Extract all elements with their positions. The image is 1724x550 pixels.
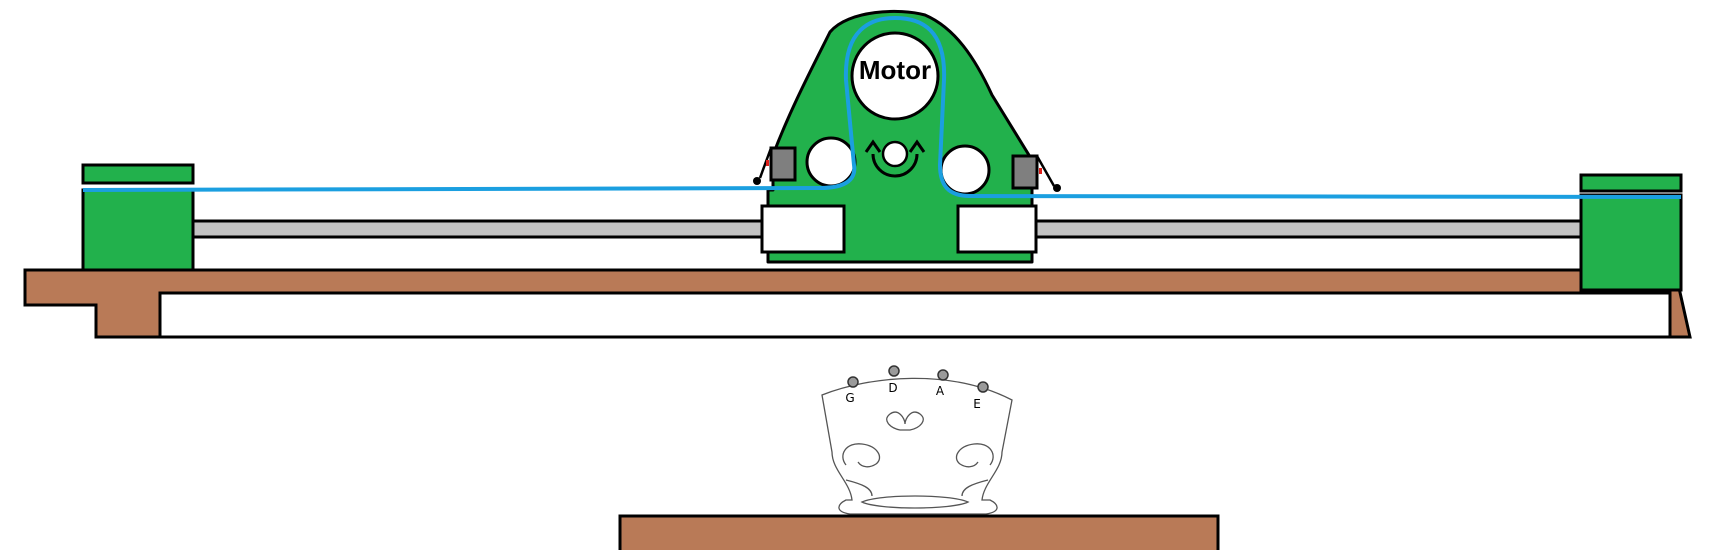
- sensor-block-right: [1011, 154, 1039, 190]
- string-pin-d: [888, 365, 900, 377]
- violin-bridge: [821, 377, 1013, 515]
- slide-block-right: [956, 204, 1038, 254]
- carriage-body: [766, 9, 1034, 264]
- left-end-block: [81, 188, 195, 272]
- bridge-foot: [860, 495, 970, 509]
- sensor-lever-left: [758, 147, 773, 179]
- bridge-waist-right: [961, 479, 989, 497]
- rotation-arrow-right-icon: [908, 139, 926, 153]
- string-pin-e: [977, 381, 989, 393]
- motor-pulley: [850, 31, 940, 121]
- sensor-lever-right: [1035, 155, 1056, 187]
- center-pulley: [881, 140, 909, 168]
- string-label-a: A: [936, 384, 945, 398]
- bridge-heart: [886, 411, 924, 431]
- bridge-kidney-left: [842, 443, 881, 468]
- bridge-outline: [821, 377, 1013, 515]
- slide-block-left: [760, 204, 846, 254]
- rotation-arrow-left-icon: [864, 139, 882, 153]
- bridge-kidney-right: [955, 443, 994, 468]
- rotation-arrow-icon: [871, 153, 919, 178]
- left-end-block-cap: [81, 163, 195, 185]
- string-label-d: D: [888, 381, 897, 395]
- base-cutout: [158, 291, 1672, 339]
- right-end-block-cap: [1579, 173, 1683, 193]
- bottom-wood-block: [618, 514, 1220, 550]
- string-label-g: G: [845, 391, 854, 405]
- string-pin-a: [937, 369, 949, 381]
- belt-left-run: [82, 186, 821, 192]
- sensor-tip-left: [766, 160, 769, 166]
- bridge-waist-left: [845, 479, 873, 497]
- belt-loop: [819, 15, 971, 198]
- idler-pulley-left: [805, 136, 857, 188]
- belt-right-run: [969, 194, 1682, 199]
- string-pin-g: [847, 376, 859, 388]
- sensor-tip-right: [1039, 168, 1042, 174]
- sensor-knob-left: [753, 177, 761, 185]
- right-end-block: [1579, 193, 1683, 292]
- sensor-block-left: [769, 146, 797, 182]
- motor-label: Motor: [859, 55, 931, 85]
- string-label-e: E: [973, 397, 981, 411]
- sensor-knob-right: [1053, 184, 1061, 192]
